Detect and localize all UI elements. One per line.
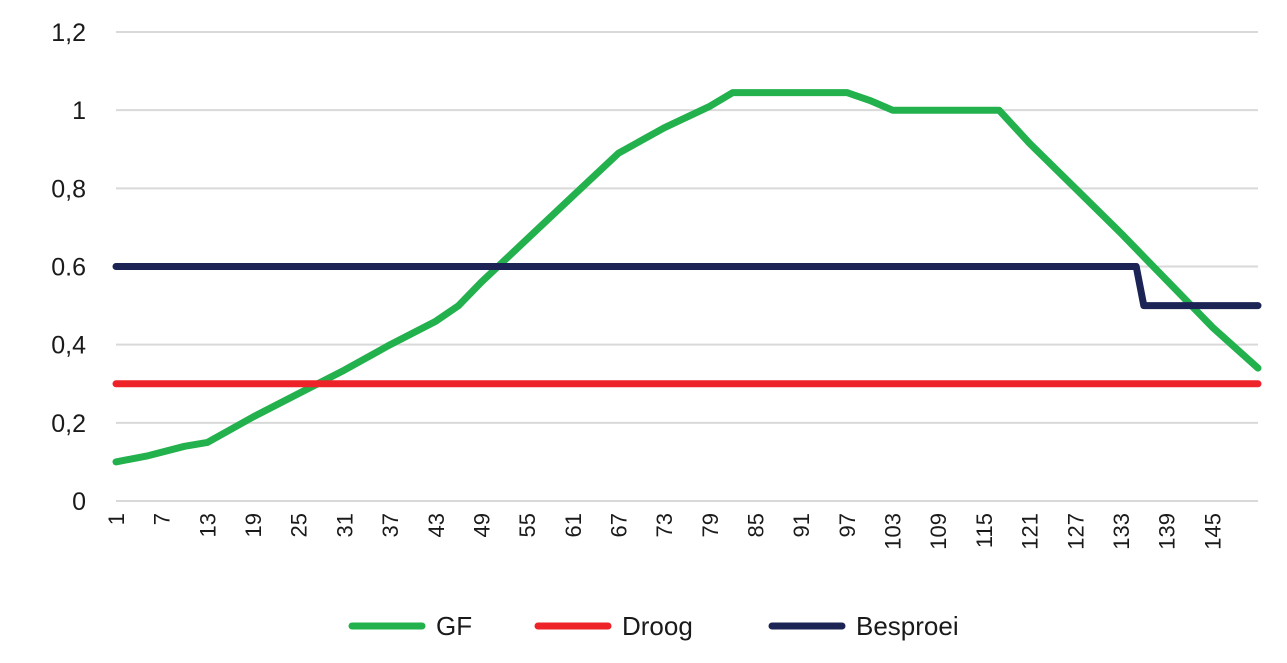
x-tick-label: 145 [1200,513,1225,550]
x-tick-label: 91 [789,513,814,537]
y-axis-tick-labels: 0 0,2 0,4 0.6 0,8 1 1,2 [51,19,86,516]
y-tick-label: 0,8 [51,175,86,203]
y-tick-label: 0 [72,488,86,516]
x-tick-label: 7 [150,513,175,525]
x-tick-label: 61 [561,513,586,537]
x-tick-label: 49 [469,513,494,537]
x-tick-label: 121 [1018,513,1043,550]
x-tick-label: 127 [1063,513,1088,550]
series-line-besproei [112,263,1262,310]
x-tick-label: 115 [972,513,997,548]
y-tick-label: 1,2 [51,19,86,47]
x-tick-label: 67 [606,513,631,537]
series-lines [112,89,1262,466]
legend-label-droog: Droog [622,611,693,641]
legend-label-besproei: Besproei [856,611,959,641]
y-tick-label: 1 [72,97,86,125]
y-tick-label: 0,4 [51,332,86,360]
x-tick-label: 133 [1109,513,1134,550]
x-tick-label: 25 [287,513,312,537]
x-tick-label: 139 [1155,513,1180,550]
x-tick-label: 85 [744,513,769,537]
series-line-gf [112,89,1262,466]
x-tick-label: 55 [515,513,540,537]
x-tick-label: 97 [835,513,860,537]
x-tick-label: 73 [652,513,677,537]
legend: GF Droog Besproei [348,611,959,641]
legend-label-gf: GF [436,611,472,641]
y-tick-label: 0.6 [51,254,86,282]
x-tick-label: 19 [241,513,266,537]
x-tick-label: 43 [424,513,449,537]
y-tick-label: 0,2 [51,410,86,438]
x-tick-label: 79 [698,513,723,537]
x-axis-tick-labels: 1 7 13 19 25 31 37 43 49 55 61 67 73 79 85 91 97 103 109 11… [104,513,1225,550]
x-tick-label: 1 [104,513,129,525]
x-tick-label: 109 [926,513,951,550]
x-tick-label: 103 [881,513,906,550]
x-tick-label: 13 [195,513,220,537]
x-tick-label: 31 [332,513,357,537]
x-tick-label: 37 [378,513,403,537]
